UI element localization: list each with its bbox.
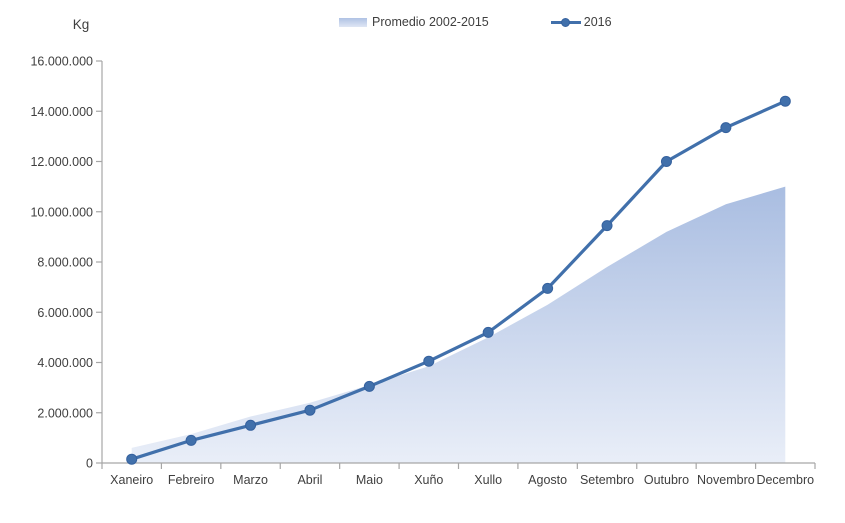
line-marker-swatch-icon [550, 17, 581, 28]
data-point-marker-2016 [245, 419, 257, 431]
data-point-marker-2016 [542, 282, 554, 294]
x-axis-category-label: Abril [297, 473, 322, 487]
x-axis-category-label: Xuño [414, 473, 443, 487]
data-point-marker-2016 [660, 156, 672, 167]
line-series-2016 [130, 99, 787, 461]
x-axis-category-label: Agosto [528, 473, 567, 487]
legend-item-2016: 2016 [489, 15, 612, 29]
y-axis-tick-label: 2.000.000 [37, 406, 93, 420]
x-axis-category-label: Xaneiro [110, 473, 153, 487]
x-axis-category-label: Xullo [474, 473, 502, 487]
x-axis-category-label: Maio [356, 473, 383, 487]
y-axis-tick-label: 0 [86, 457, 93, 471]
area-swatch-icon [339, 17, 367, 27]
y-axis-tick-label: 14.000.000 [30, 105, 93, 119]
y-axis-tick-label: 12.000.000 [30, 155, 93, 169]
data-point-marker-2016 [126, 453, 138, 465]
y-axis-tick-label: 16.000.000 [30, 55, 93, 69]
data-point-marker-2016 [720, 122, 732, 134]
x-axis-category-label: Setembro [580, 473, 634, 487]
x-axis-category-label: Novembro [697, 473, 755, 487]
legend-item-promedio: Promedio 2002-2015 [339, 15, 489, 29]
y-axis-unit-label: Kg [72, 17, 90, 32]
y-axis-tick-label: 6.000.000 [37, 306, 93, 320]
data-point-marker-2016 [423, 355, 435, 367]
y-axis-tick-label: 10.000.000 [30, 205, 93, 219]
x-axis-category-label: Decembro [756, 473, 814, 487]
x-axis-category-label: Febreiro [168, 473, 215, 487]
x-axis-category-label: Outubro [644, 473, 689, 487]
data-point-marker-2016 [779, 95, 791, 107]
y-axis-tick-label: 4.000.000 [37, 356, 93, 370]
legend-label-2016: 2016 [583, 15, 612, 29]
data-point-marker-2016 [363, 380, 375, 392]
data-point-marker-2016 [482, 326, 494, 338]
legend-label-promedio: Promedio 2002-2015 [372, 15, 489, 29]
y-axis-tick-label: 8.000.000 [37, 256, 93, 270]
data-point-marker-2016 [185, 434, 197, 446]
legend-dot-marker [560, 17, 570, 27]
data-point-marker-2016 [601, 220, 613, 232]
chart-legend: Promedio 2002-2015 2016 [339, 15, 612, 29]
x-axis-category-label: Marzo [233, 473, 268, 487]
promedio-area-series [131, 186, 786, 463]
data-point-marker-2016 [304, 404, 316, 416]
